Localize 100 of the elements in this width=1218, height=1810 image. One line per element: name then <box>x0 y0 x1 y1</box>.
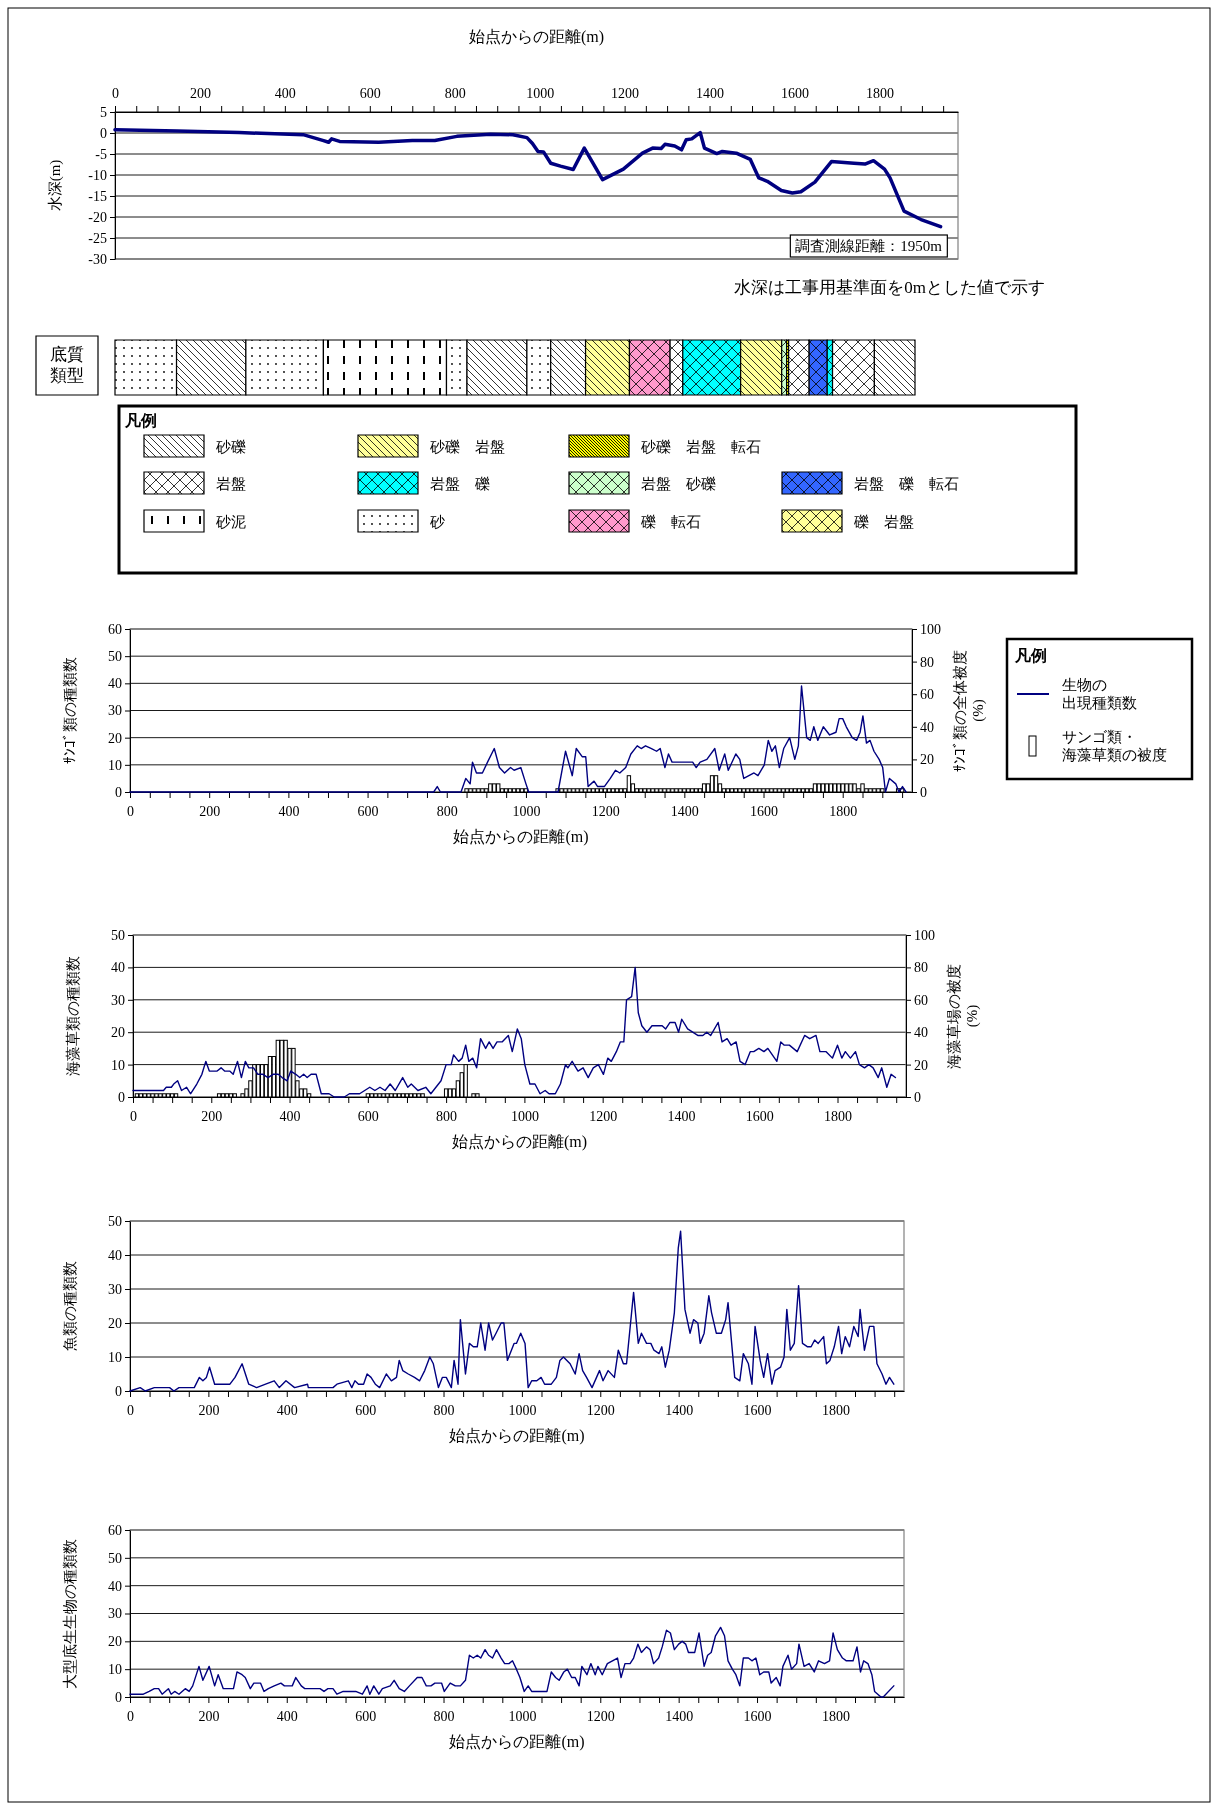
x-tick-label: 600 <box>355 1402 377 1418</box>
x-tick-label: 0 <box>130 1108 137 1124</box>
y-tick-label: -5 <box>95 146 107 162</box>
y-tick-label: 30 <box>108 703 122 719</box>
y-tick-label: 20 <box>108 1315 122 1331</box>
x-tick-label: 400 <box>274 86 296 101</box>
x-tick-label: 1000 <box>526 86 555 101</box>
y-tick-label: 50 <box>108 1213 122 1229</box>
y-tick-label: -15 <box>88 188 107 204</box>
y-tick-label: 0 <box>100 125 107 141</box>
x-tick-label: 600 <box>357 803 379 819</box>
y2-tick-label: 20 <box>914 1057 928 1073</box>
y2-tick-label: 40 <box>920 719 934 735</box>
y2-axis-title: 海藻草場の被度 (%) <box>946 963 981 1069</box>
y-tick-label: 40 <box>111 960 125 976</box>
x-tick-label: 1600 <box>743 1708 772 1724</box>
y-tick-label: 50 <box>108 649 122 665</box>
x-tick-label: 1200 <box>586 1402 615 1418</box>
x-tick-label: 800 <box>433 1402 455 1418</box>
x-tick-label: 1600 <box>750 803 779 819</box>
x-tick-label: 1400 <box>670 803 699 819</box>
x-tick-label: 1200 <box>611 86 640 101</box>
x-axis-title: 始点からの距離(m) <box>468 28 605 46</box>
y-tick-label: 30 <box>111 992 125 1008</box>
y-tick-label: 60 <box>108 621 122 637</box>
x-tick-label: 400 <box>276 1402 298 1418</box>
x-tick-label: 1600 <box>743 1402 772 1418</box>
x-axis-title: 始点からの距離(m) <box>449 1733 585 1751</box>
text: 砂礫 岩盤 <box>429 439 505 455</box>
x-tick-label: 1000 <box>508 1402 537 1418</box>
text: 砂礫 岩盤 転石 <box>640 439 761 455</box>
x-tick-label: 1600 <box>745 1108 774 1124</box>
legend-title: 凡例 <box>1014 647 1047 664</box>
x-tick-label: 200 <box>201 1108 223 1124</box>
y-tick-label: 20 <box>108 730 122 746</box>
x-tick-label: 600 <box>357 1108 379 1124</box>
text: 岩盤 礫 <box>430 476 490 492</box>
y2-tick-label: 0 <box>920 784 927 800</box>
y2-tick-label: 80 <box>914 960 928 976</box>
y-tick-label: 60 <box>108 1522 122 1538</box>
y-axis-title: 水深(m) <box>47 159 64 212</box>
y2-tick-label: 40 <box>914 1025 928 1041</box>
y-tick-label: -20 <box>88 209 107 225</box>
x-tick-label: 600 <box>355 1708 377 1724</box>
text: 岩盤 <box>216 476 246 492</box>
x-tick-label: 1400 <box>667 1108 696 1124</box>
y2-tick-label: 80 <box>920 654 934 670</box>
x-tick-label: 400 <box>279 1108 301 1124</box>
legend-label: 生物の出現種類数 <box>1062 677 1137 711</box>
x-tick-label: 800 <box>436 1108 458 1124</box>
y-axis-title: 大型底生生物の種類数 <box>62 1538 78 1689</box>
y-axis-title: 魚類の種類数 <box>62 1261 78 1351</box>
text: 底質類型 <box>50 345 84 385</box>
x-tick-label: 1600 <box>781 86 809 101</box>
x-tick-label: 400 <box>276 1708 298 1724</box>
y-tick-label: 30 <box>108 1606 122 1622</box>
y-axis-title: 海藻草類の種類数 <box>65 956 81 1076</box>
y-tick-label: 30 <box>108 1281 122 1297</box>
x-tick-label: 1800 <box>865 86 894 101</box>
x-tick-label: 200 <box>198 1708 220 1724</box>
text: 砂 <box>429 514 445 530</box>
text: 岩盤 砂礫 <box>641 476 716 492</box>
y2-tick-label: 0 <box>914 1089 921 1105</box>
x-tick-label: 1800 <box>829 803 858 819</box>
text: 凡例 <box>124 412 157 429</box>
y-tick-label: 0 <box>115 784 122 800</box>
x-tick-label: 1800 <box>824 1108 853 1124</box>
x-axis-title: 始点からの距離(m) <box>453 828 589 846</box>
y-tick-label: 0 <box>118 1089 125 1105</box>
text: 岩盤 礫 転石 <box>854 476 959 492</box>
y-tick-label: 40 <box>108 676 122 692</box>
x-tick-label: 800 <box>433 1708 455 1724</box>
x-axis-title: 始点からの距離(m) <box>449 1427 585 1445</box>
y2-tick-label: 100 <box>914 927 935 943</box>
x-tick-label: 1200 <box>586 1708 615 1724</box>
y-tick-label: 10 <box>108 1349 122 1365</box>
x-tick-label: 1200 <box>591 803 620 819</box>
y-tick-label: 50 <box>108 1550 122 1566</box>
x-tick-label: 1200 <box>589 1108 618 1124</box>
x-tick-label: 800 <box>444 86 466 101</box>
y-tick-label: -10 <box>88 167 107 183</box>
x-tick-label: 1000 <box>508 1708 537 1724</box>
x-tick-label: 1400 <box>665 1402 694 1418</box>
text: 水深は工事用基準面を0mとした値で示す <box>734 278 1045 297</box>
y-tick-label: 10 <box>108 1662 122 1678</box>
x-tick-label: 1400 <box>696 86 725 101</box>
y-tick-label: 40 <box>108 1247 122 1263</box>
x-tick-label: 200 <box>189 86 211 101</box>
y2-tick-label: 60 <box>914 992 928 1008</box>
x-tick-label: 400 <box>278 803 300 819</box>
x-tick-label: 600 <box>359 86 381 101</box>
text: 砂礫 <box>215 439 246 455</box>
y-tick-label: 50 <box>111 927 125 943</box>
x-axis-title: 始点からの距離(m) <box>451 1133 588 1151</box>
y-tick-label: -25 <box>88 230 107 246</box>
y-tick-label: 10 <box>108 757 122 773</box>
x-tick-label: 200 <box>199 803 221 819</box>
x-tick-label: 200 <box>198 1402 220 1418</box>
y-tick-label: 40 <box>108 1578 122 1594</box>
x-tick-label: 1800 <box>821 1402 850 1418</box>
